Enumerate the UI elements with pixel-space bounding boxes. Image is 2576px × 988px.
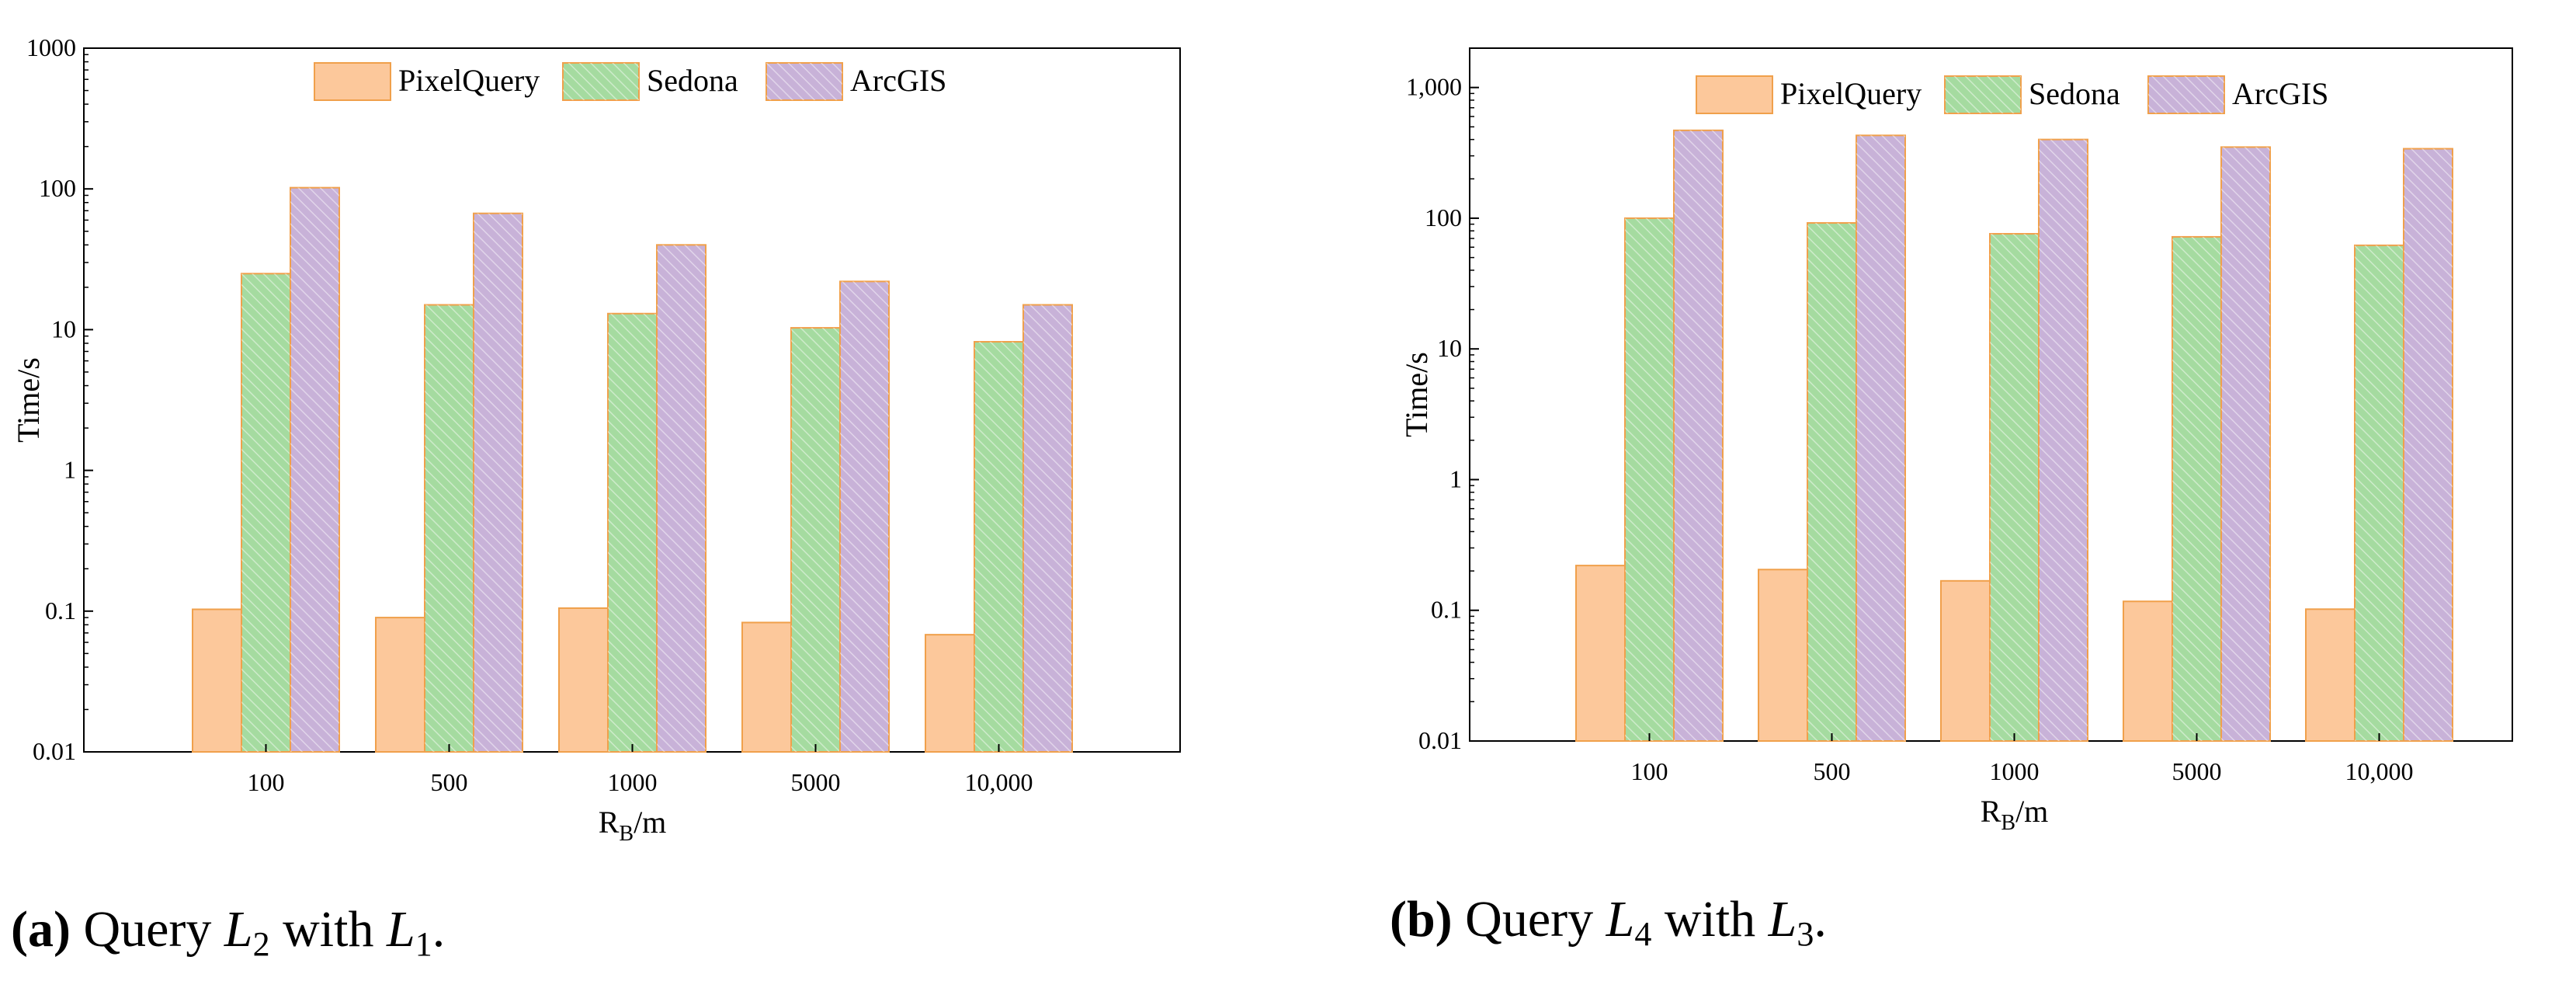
caption-var: L (1606, 891, 1635, 948)
y-axis-title: Time/s (1399, 352, 1434, 437)
bar-sedona-10000-hatch (2355, 245, 2404, 742)
bar-sedona-5000-hatch (2172, 236, 2221, 741)
caption-end: . (1814, 891, 1827, 948)
x-axis-title-subscript: B (2001, 811, 2015, 835)
bar-sedona-100-hatch (1625, 217, 1674, 742)
caption: (a) Query L2 with L1. (11, 901, 445, 967)
legend-swatch-hatch (2148, 76, 2224, 113)
caption-var: L (386, 901, 415, 958)
x-axis-title-unit: /m (634, 805, 666, 840)
y-tick-label: 100 (39, 174, 76, 202)
caption-text: Query (83, 901, 211, 958)
bar-pixelquery-5000 (2123, 600, 2173, 743)
bar-pixelquery-10000 (2305, 608, 2356, 743)
legend-swatch-hatch (1945, 76, 2021, 113)
x-tick-label: 1000 (1990, 757, 2040, 785)
x-tick-label: 500 (1814, 757, 1851, 785)
x-axis-title-unit: /m (2015, 794, 2048, 829)
caption-text: with (283, 901, 373, 958)
y-tick-label: 1 (1449, 464, 1462, 492)
bar-pixelquery-10000 (925, 634, 975, 753)
x-axis-title: RB/m (599, 805, 667, 846)
caption-label: (a) (11, 901, 71, 958)
bar-sedona-5000-hatch (791, 328, 840, 753)
bar-sedona-1000-hatch (1990, 233, 2039, 742)
bar-arcgis-1000-hatch (2039, 139, 2088, 741)
caption-var: L (224, 901, 253, 958)
legend-label-sedona: Sedona (2029, 76, 2120, 111)
legend-label-sedona: Sedona (647, 63, 738, 98)
x-axis-title-main: R (1981, 794, 2001, 829)
caption-label: (b) (1390, 891, 1453, 948)
bar-pixelquery-1000 (1940, 579, 1991, 742)
bar-pixelquery-500 (1758, 569, 1808, 742)
caption-var-subscript: 1 (415, 925, 432, 963)
legend-swatch-hatch (563, 63, 639, 100)
y-tick-label: 1 (64, 456, 76, 484)
x-tick-label: 100 (248, 768, 285, 796)
caption: (b) Query L4 with L3. (1390, 891, 1827, 957)
bar-arcgis-10000-hatch (1023, 304, 1072, 752)
bar-arcgis-5000-hatch (840, 281, 889, 752)
caption-var: L (1768, 891, 1797, 948)
bar-pixelquery-1000 (558, 607, 609, 753)
bar-sedona-100-hatch (241, 273, 290, 752)
x-tick-label: 5000 (2172, 757, 2222, 785)
bar-sedona-10000-hatch (974, 342, 1023, 752)
x-tick-label: 100 (1631, 757, 1668, 785)
x-tick-label: 10,000 (2345, 757, 2414, 785)
bar-arcgis-100-hatch (290, 187, 339, 752)
y-tick-label: 100 (1425, 204, 1462, 231)
bar-pixelquery-100 (192, 608, 242, 753)
caption-text: Query (1465, 891, 1593, 948)
legend-swatch-pixelquery (1696, 75, 1773, 114)
x-tick-label: 1000 (608, 768, 658, 796)
legend-label-arcgis: ArcGIS (850, 63, 946, 98)
caption-var-subscript: 4 (1634, 915, 1651, 953)
caption-text: with (1665, 891, 1755, 948)
x-tick-label: 5000 (791, 768, 841, 796)
y-tick-label: 1,000 (1406, 73, 1462, 101)
bar-pixelquery-500 (375, 617, 425, 753)
x-tick-label: 500 (431, 768, 468, 796)
x-tick-label: 10,000 (965, 768, 1033, 796)
legend-label-pixelquery: PixelQuery (1780, 76, 1922, 111)
bar-arcgis-500-hatch (1856, 135, 1905, 742)
legend-swatch-pixelquery (314, 62, 391, 101)
bar-arcgis-1000-hatch (657, 245, 706, 752)
y-tick-label: 0.01 (1418, 726, 1462, 754)
bar-pixelquery-100 (1575, 565, 1626, 742)
legend: PixelQuery Sedona ArcGIS (1696, 75, 2328, 114)
y-tick-label: 0.01 (33, 737, 76, 765)
legend: PixelQuery Sedona ArcGIS (314, 62, 946, 101)
bar-arcgis-100-hatch (1674, 130, 1723, 741)
bar-sedona-500-hatch (1807, 223, 1856, 741)
chart-a: 0.01 0.1 1 10 100 1000 100 500 1000 5000 10,000 T… (11, 33, 1181, 967)
x-axis-title: RB/m (1981, 794, 2049, 835)
y-tick-label: 0.1 (45, 597, 76, 624)
y-tick-label: 10 (1437, 334, 1462, 362)
x-axis-title-main: R (599, 805, 620, 840)
bar-arcgis-10000-hatch (2404, 148, 2453, 742)
y-tick-label: 0.1 (1431, 596, 1462, 624)
caption-end: . (432, 901, 446, 958)
caption-var-subscript: 3 (1797, 915, 1814, 953)
bar-arcgis-500-hatch (474, 213, 522, 753)
bar-sedona-500-hatch (425, 304, 474, 752)
legend-label-pixelquery: PixelQuery (398, 63, 540, 98)
bar-pixelquery-5000 (741, 621, 792, 753)
caption-var-subscript: 2 (253, 925, 270, 963)
y-axis-title: Time/s (11, 357, 46, 443)
x-axis-title-subscript: B (619, 822, 634, 846)
y-tick-label: 1000 (26, 33, 76, 61)
bar-sedona-1000-hatch (608, 313, 657, 752)
bar-arcgis-5000-hatch (2221, 147, 2270, 742)
legend-label-arcgis: ArcGIS (2232, 76, 2328, 111)
y-tick-label: 10 (51, 315, 76, 343)
legend-swatch-hatch (766, 63, 842, 100)
